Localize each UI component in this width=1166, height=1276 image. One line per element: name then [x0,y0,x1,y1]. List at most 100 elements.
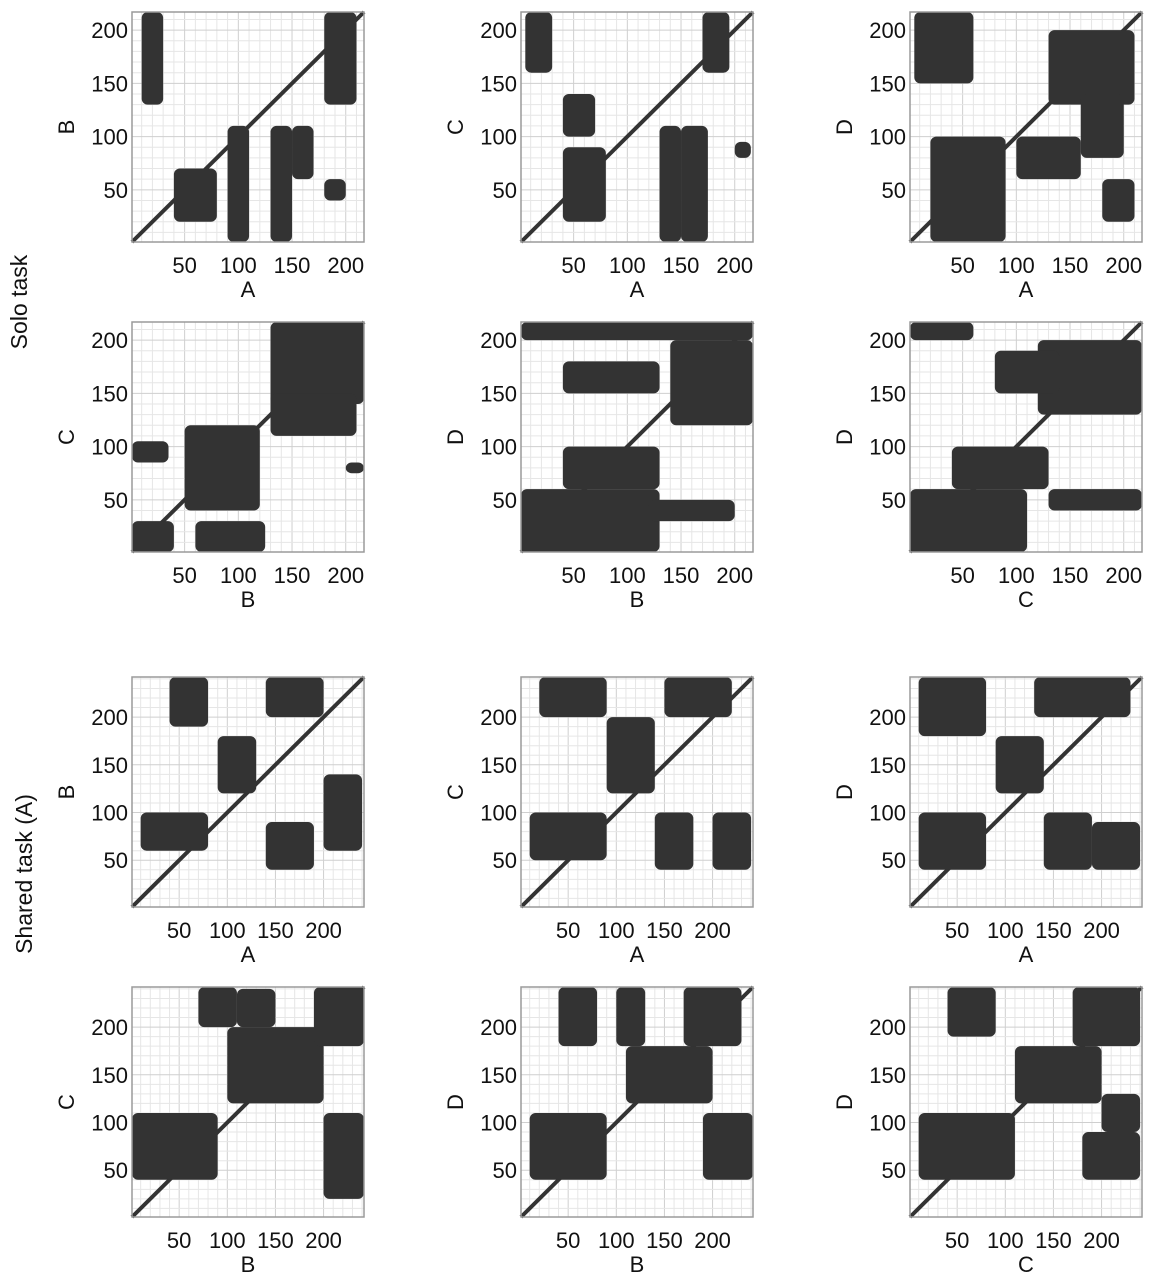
y-tick-label: 150 [480,1063,517,1088]
y-tick-label: 200 [91,18,128,43]
panel-C-vs-A: 50 100 150 200 50 100 150 200 A C [443,675,755,967]
recurrence-region [227,1027,324,1104]
y-tick-label: 150 [869,71,906,96]
y-tick-label: 50 [882,178,906,203]
y-tick-label: 200 [91,705,128,730]
x-tick-label: 100 [598,918,635,943]
y-tick-label: 50 [493,1158,517,1183]
x-tick-label: 200 [327,253,364,278]
recurrence-region [910,322,974,341]
x-tick-label: 100 [998,253,1035,278]
recurrence-region [265,822,314,870]
x-tick-label: 150 [663,253,700,278]
x-tick-label: 50 [945,918,969,943]
recurrence-region [236,988,276,1028]
y-axis-label: B [54,785,79,800]
y-tick-label: 50 [104,488,128,513]
panel-C-vs-B: 50 100 150 200 50 100 150 200 B C [54,985,366,1276]
x-axis-label: A [630,277,645,302]
recurrence-region [648,499,735,522]
x-tick-label: 50 [167,1228,191,1253]
x-axis-label: A [1019,942,1034,967]
plot-frame [909,321,1143,553]
x-tick-label: 50 [167,918,191,943]
x-tick-label: 150 [1052,563,1089,588]
recurrence-region [1043,812,1092,870]
x-tick-label: 100 [209,1228,246,1253]
x-axis-label: B [630,587,645,612]
recurrence-region [1072,987,1141,1047]
x-tick-label: 50 [945,1228,969,1253]
recurrence-region [910,489,1028,552]
x-tick-label: 50 [556,918,580,943]
x-axis-label: B [241,587,256,612]
recurrence-region [951,446,1049,490]
y-axis-label: D [832,784,857,800]
x-tick-label: 50 [561,253,585,278]
x-tick-label: 200 [305,918,342,943]
y-tick-label: 200 [869,18,906,43]
y-tick-label: 150 [91,1063,128,1088]
x-tick-label: 150 [1052,253,1089,278]
recurrence-region [712,812,752,870]
y-axis-label: B [54,120,79,135]
recurrence-region [995,736,1044,794]
recurrence-region [1102,179,1135,222]
x-tick-label: 150 [1035,1228,1072,1253]
x-axis-label: A [630,942,645,967]
y-tick-label: 100 [869,125,906,150]
recurrence-region [529,812,607,861]
recurrence-region [529,1112,607,1180]
y-tick-label: 150 [91,71,128,96]
recurrence-region [918,677,987,737]
plot-frame [131,11,365,243]
recurrence-region [994,350,1060,394]
plot-frame [520,676,754,908]
x-tick-label: 150 [274,253,311,278]
recurrence-region [539,677,607,718]
plot-frame [520,321,754,553]
plot-frame [520,11,754,243]
x-tick-label: 150 [257,918,294,943]
x-tick-label: 100 [609,253,646,278]
recurrence-region [918,1112,1015,1180]
y-tick-label: 200 [91,1015,128,1040]
recurrence-region [132,441,169,463]
recurrence-region [217,736,257,794]
recurrence-region [947,987,996,1037]
panel-D-vs-C: 50 100 150 200 50 100 150 200 C D [832,985,1144,1276]
y-axis-label: C [54,1094,79,1110]
recurrence-region [169,677,209,727]
y-tick-label: 100 [480,801,517,826]
x-tick-label: 50 [950,563,974,588]
x-tick-label: 200 [716,253,753,278]
y-tick-label: 100 [869,435,906,460]
y-tick-label: 150 [480,753,517,778]
recurrence-region [562,147,606,222]
recurrence-region [670,340,753,426]
y-axis-label: D [832,429,857,445]
x-axis-label: C [1018,1252,1034,1276]
recurrence-region [681,125,708,242]
y-tick-label: 100 [91,125,128,150]
recurrence-region [930,136,1006,242]
recurrence-region [1034,677,1131,718]
recurrence-region [195,521,266,552]
recurrence-region [654,812,694,870]
recurrence-region [625,1046,713,1104]
y-axis-label: D [832,1094,857,1110]
recurrence-region [525,12,553,73]
recurrence-region [914,12,974,84]
recurrence-region [664,677,732,718]
recurrence-region [521,322,753,341]
y-tick-label: 100 [869,801,906,826]
plot-frame [909,676,1143,908]
recurrence-region [616,987,646,1047]
recurrence-region [270,322,364,404]
panel-D-vs-A: 50 100 150 200 50 100 150 200 A D [832,10,1144,302]
panel-D-vs-A: 50 100 150 200 50 100 150 200 A D [832,675,1144,967]
panel-C-vs-B: 50 100 150 200 50 100 150 200 B C [54,320,366,612]
y-tick-label: 50 [882,1158,906,1183]
y-tick-label: 100 [480,435,517,460]
recurrence-region [313,987,364,1047]
